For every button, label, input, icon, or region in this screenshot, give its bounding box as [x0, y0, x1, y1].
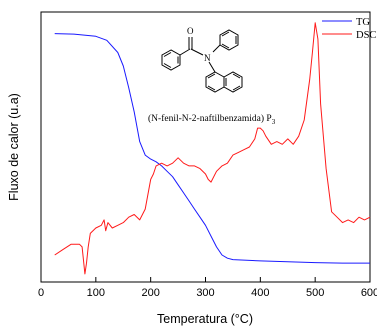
x-tick-label-0: 0	[38, 287, 44, 299]
legend: TG DSC	[322, 17, 376, 41]
series-line-dsc	[54, 22, 371, 275]
atom-label-o: O	[187, 26, 194, 36]
atom-label-n: N	[204, 53, 211, 63]
compound-subscript: 3	[272, 118, 276, 126]
legend-label-tg: TG	[356, 17, 370, 28]
x-axis-label: Temperatura (°C)	[157, 312, 253, 326]
chemical-structure-image	[161, 29, 243, 93]
x-tick-label-2: 200	[141, 287, 159, 299]
x-tick-label-3: 300	[196, 287, 214, 299]
x-tick-label-6: 600	[361, 287, 377, 299]
compound-label: (N-fenil-N-2-naftilbenzamida) P3	[148, 113, 276, 126]
series-layer	[54, 22, 371, 275]
y-axis-label: Fluxo de calor (u.a)	[7, 93, 21, 201]
series-line-tg	[54, 33, 370, 264]
compound-name: (N-fenil-N-2-naftilbenzamida) P	[148, 113, 272, 124]
legend-label-dsc: DSC	[356, 30, 376, 41]
x-tick-label-4: 400	[251, 287, 269, 299]
x-tick-label-1: 100	[87, 287, 105, 299]
x-axis-ticks: 0 100 200 300 400 500 600	[38, 277, 377, 299]
x-tick-label-5: 500	[306, 287, 324, 299]
